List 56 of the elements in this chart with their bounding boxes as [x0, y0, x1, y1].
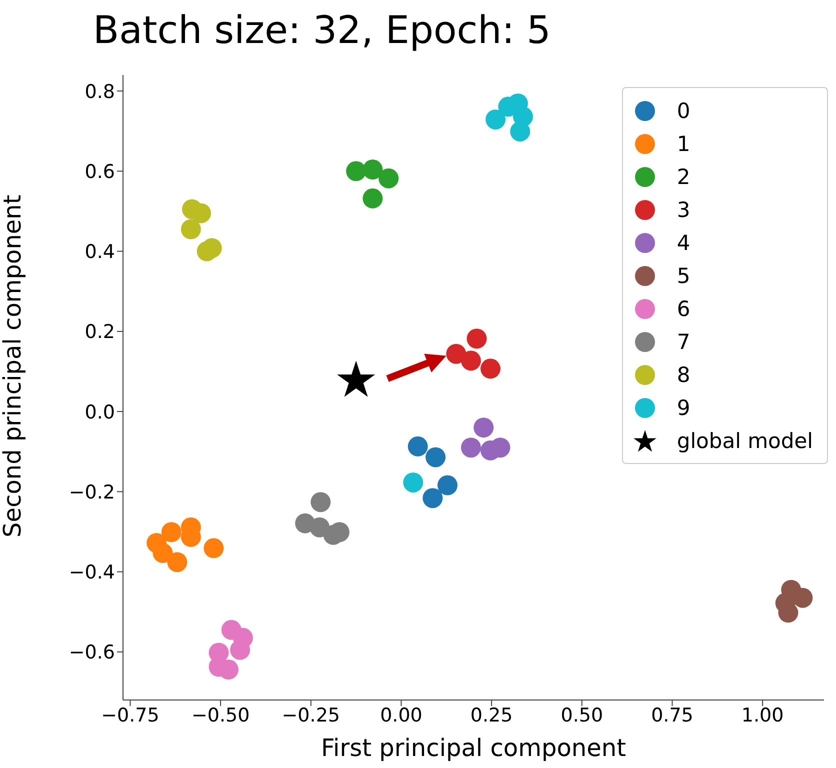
x-tick-label: 0.50 [560, 704, 604, 726]
point [486, 109, 506, 130]
legend-label: 8 [676, 362, 690, 386]
legend-label: 5 [676, 264, 690, 288]
point [422, 488, 443, 508]
y-tick-label: 0.0 [84, 401, 115, 424]
legend-label: global model [676, 428, 813, 452]
y-tick-label: 0.6 [84, 160, 115, 183]
y-tick-label: 0.8 [84, 80, 115, 103]
y-tick-label: −0.2 [68, 481, 115, 504]
point [426, 447, 446, 468]
legend-label: 2 [676, 164, 690, 188]
x-tick-label: 0.75 [651, 704, 694, 726]
point [196, 241, 217, 262]
point [466, 328, 487, 349]
x-tick-label: −0.75 [101, 704, 160, 726]
point [437, 475, 458, 496]
legend-label: 7 [676, 330, 690, 354]
point [792, 588, 813, 608]
legend-label: 0 [676, 98, 690, 122]
x-axis-title: First principal component [321, 734, 626, 762]
point [510, 121, 530, 142]
legend-label: 3 [676, 198, 690, 222]
y-axis-title: Second principal component [0, 194, 27, 538]
point [310, 492, 331, 512]
point [204, 538, 224, 558]
y-tick-label: −0.4 [68, 562, 115, 584]
point [403, 472, 424, 492]
point [167, 552, 188, 572]
point [460, 438, 481, 458]
point [362, 188, 383, 208]
point [152, 542, 173, 563]
y-tick-label: 0.4 [84, 241, 115, 264]
point [480, 358, 500, 379]
legend-label: 9 [676, 396, 690, 420]
x-tick-label: 0.00 [380, 704, 422, 726]
point [408, 436, 428, 456]
x-tick-label: −0.50 [191, 704, 250, 726]
point [460, 350, 481, 371]
legend-label: 6 [676, 296, 690, 320]
x-tick-label: 0.25 [470, 704, 513, 726]
point [346, 161, 366, 182]
point [474, 418, 494, 438]
point [378, 168, 399, 188]
point [180, 219, 201, 240]
y-tick-label: 0.2 [84, 321, 115, 344]
point [191, 203, 212, 224]
point [161, 522, 182, 542]
chart-title: Batch size: 32, Epoch: 5 [93, 8, 551, 52]
x-tick-label: −0.25 [282, 704, 340, 726]
point [446, 344, 466, 364]
x-tick-label: 1.00 [741, 704, 784, 726]
legend-label: 4 [676, 230, 690, 254]
point [362, 160, 383, 180]
legend-label: 1 [676, 132, 690, 156]
y-tick-label: −0.6 [68, 642, 115, 664]
